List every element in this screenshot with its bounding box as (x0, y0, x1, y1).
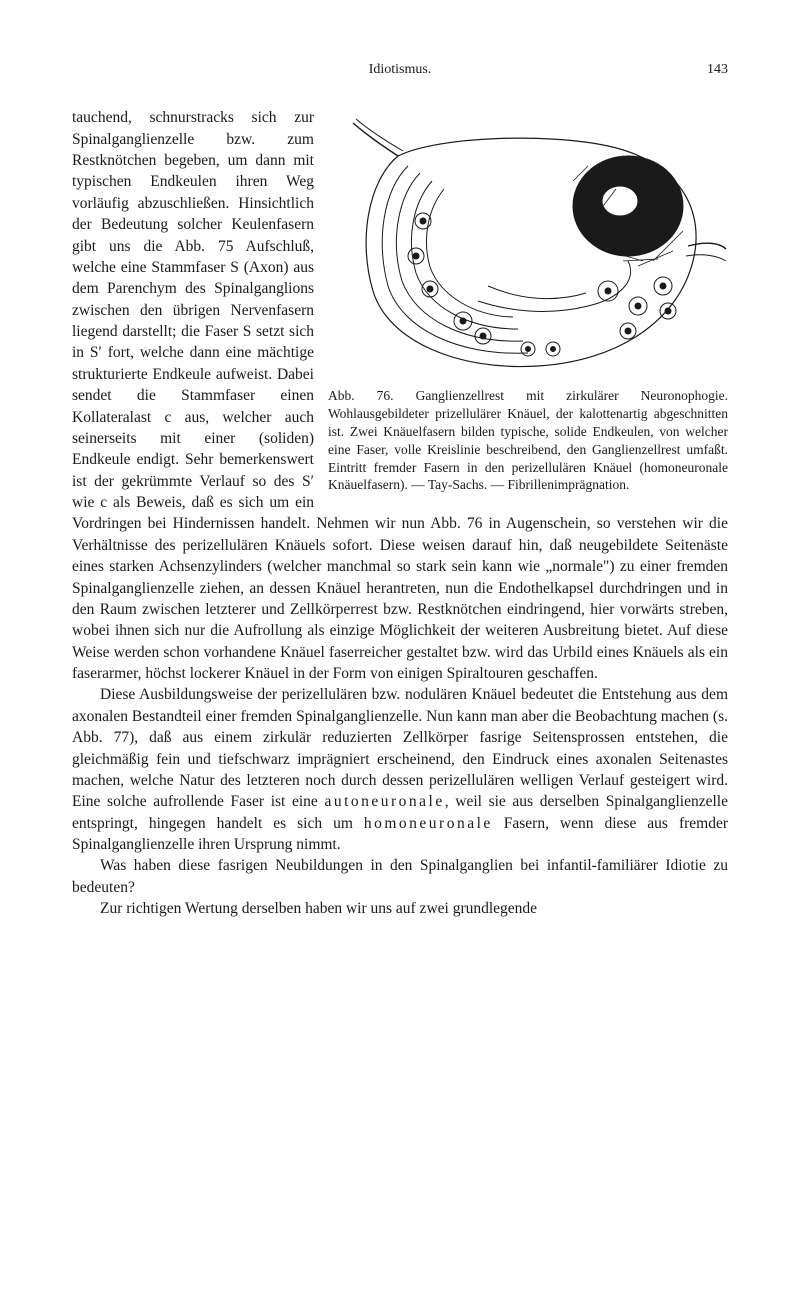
figure-76-block: Abb. 76. Ganglienzellrest mit zirkulärer… (328, 111, 728, 494)
paragraph-4: Zur richtigen Wertung derselben haben wi… (72, 898, 728, 919)
paragraph-3: Was haben diese fasrigen Neubildungen in… (72, 855, 728, 898)
figure-76-illustration (328, 111, 728, 381)
header-spacer (72, 60, 122, 79)
page-header: Idiotismus. 143 (72, 60, 728, 79)
figure-76-caption: Abb. 76. Ganglienzellrest mit zirkulärer… (328, 387, 728, 494)
page-number: 143 (678, 60, 728, 79)
main-text-wrap: Abb. 76. Ganglienzellrest mit zirkulärer… (72, 107, 728, 919)
para2-term-homo: homoneuronale (364, 815, 493, 832)
running-title: Idiotismus. (122, 60, 678, 79)
paragraph-2: Diese Ausbildungsweise der perizelluläre… (72, 684, 728, 855)
para2-text-a: Diese Ausbildungsweise der perizelluläre… (72, 686, 728, 810)
para2-term-auto: autoneuronale (324, 793, 444, 810)
